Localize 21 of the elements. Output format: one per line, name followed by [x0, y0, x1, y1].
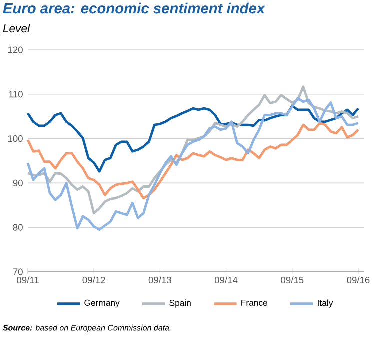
- x-tick-label: 09/11: [17, 276, 39, 284]
- y-tick-label: 120: [8, 46, 23, 54]
- y-tick-label: 110: [9, 91, 23, 98]
- legend-label: Spain: [170, 300, 191, 308]
- legend-label: Germany: [84, 300, 120, 308]
- x-tick-label: 09/12: [82, 276, 106, 284]
- chart-title: Euro area: economic sentiment index: [3, 2, 266, 14]
- text: Source: based on European Commission data.: [3, 324, 171, 332]
- x-tick-label: 09/13: [148, 276, 172, 284]
- y-tick-label: 100: [8, 136, 23, 142]
- line-series: [26, 97, 360, 232]
- line-series: [26, 86, 360, 215]
- x-tick-label: 09/16: [347, 276, 370, 284]
- y-tick-label: 70: [13, 268, 23, 276]
- x-tick-label: 09/15: [281, 276, 304, 284]
- legend-label: France: [242, 300, 268, 306]
- chart-subtitle: Level: [3, 24, 30, 33]
- x-tick-label: 09/14: [214, 276, 238, 284]
- legend-label: Italy: [318, 300, 334, 308]
- y-tick-label: 90: [13, 180, 23, 186]
- y-tick-label: 80: [13, 224, 23, 231]
